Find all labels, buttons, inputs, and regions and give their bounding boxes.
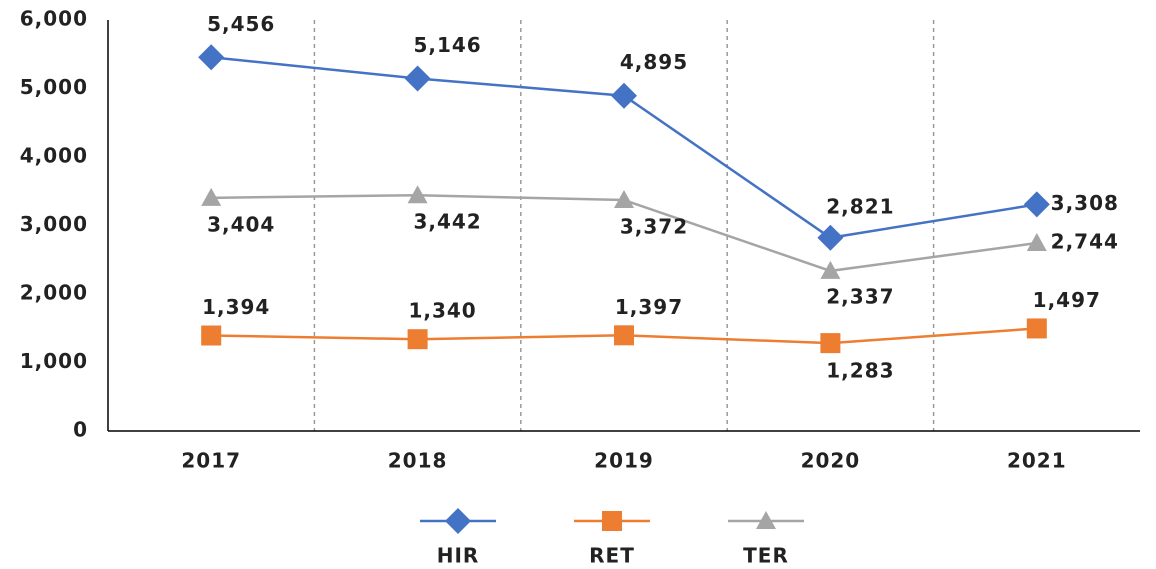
marker-triangle [614, 190, 634, 209]
data-label: 3,308 [1051, 191, 1119, 215]
marker-square [614, 325, 634, 346]
y-tick-label: 4,000 [20, 144, 88, 168]
data-label: 1,394 [202, 295, 270, 319]
data-label: 5,456 [207, 12, 275, 36]
data-label: 2,337 [826, 284, 894, 308]
x-tick-label: 2018 [388, 449, 448, 473]
data-label: 3,372 [620, 215, 688, 239]
marker-diamond [198, 44, 225, 71]
marker-square [407, 329, 428, 350]
data-label: 4,895 [620, 50, 688, 74]
x-tick-label: 2017 [181, 449, 241, 473]
y-tick-label: 3,000 [20, 212, 88, 236]
marker-triangle [820, 260, 841, 279]
legend-label: HIR [437, 544, 480, 568]
legend-label: RET [589, 544, 635, 568]
marker-diamond [611, 82, 637, 109]
marker-diamond [404, 65, 431, 92]
data-label: 1,283 [826, 359, 894, 383]
y-tick-label: 0 [73, 418, 88, 442]
x-tick-label: 2020 [801, 449, 861, 473]
marker-triangle [1026, 233, 1047, 252]
y-tick-label: 5,000 [20, 75, 88, 99]
legend-label: TER [743, 544, 789, 568]
x-tick-label: 2021 [1007, 449, 1067, 473]
marker-diamond [1023, 191, 1050, 218]
marker-square [1026, 318, 1047, 339]
y-tick-label: 2,000 [20, 281, 88, 305]
data-label: 1,397 [615, 295, 683, 319]
marker-square [820, 333, 841, 354]
data-label: 2,821 [826, 194, 894, 218]
marker-square [201, 325, 222, 346]
data-label: 3,404 [207, 212, 275, 236]
marker-diamond [817, 224, 844, 251]
data-label: 5,146 [413, 33, 481, 57]
y-tick-label: 1,000 [20, 349, 88, 373]
data-label: 1,340 [408, 299, 476, 323]
marker-triangle [756, 511, 776, 529]
data-label: 3,442 [413, 210, 481, 234]
y-tick-label: 6,000 [20, 7, 88, 31]
marker-square [602, 511, 622, 531]
x-tick-label: 2019 [594, 449, 654, 473]
marker-diamond [445, 508, 471, 534]
data-label: 1,497 [1033, 288, 1101, 312]
data-label: 2,744 [1051, 230, 1119, 254]
marker-triangle [407, 185, 428, 204]
marker-triangle [201, 187, 222, 206]
